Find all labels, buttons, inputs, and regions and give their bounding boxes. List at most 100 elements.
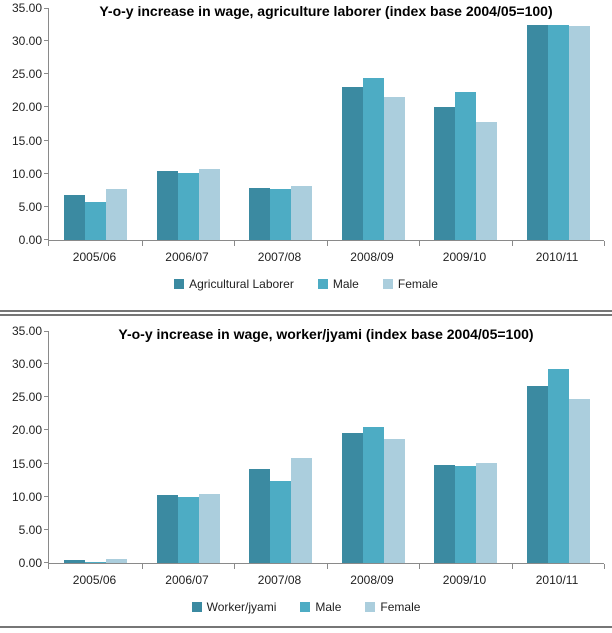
bar-male-2005-06 — [85, 202, 106, 240]
legend-entry: Female — [365, 600, 420, 614]
y-axis-tick — [44, 462, 48, 464]
legend: Worker/jyami Male Female — [0, 600, 612, 614]
bar-agricultural-laborer-2009-10 — [434, 107, 455, 240]
bar-worker-jyami-2006-07 — [156, 495, 178, 563]
bar-male-2006-07 — [177, 497, 199, 563]
legend-swatch-icon — [365, 602, 376, 612]
bar-agricultural-laborer-2010-11 — [526, 25, 548, 240]
x-axis-label: 2007/08 — [257, 573, 302, 587]
y-axis-tick — [44, 562, 48, 563]
bar-female-2005-06 — [106, 559, 127, 563]
bar-female-2007-08 — [291, 186, 312, 240]
legend-label: Agricultural Laborer — [189, 277, 294, 291]
y-axis-label: 25.00 — [11, 67, 42, 82]
y-axis-tick — [44, 205, 48, 207]
legend-swatch-icon — [382, 279, 393, 289]
y-axis-tick — [44, 528, 48, 530]
y-axis-label: 20.00 — [11, 423, 42, 438]
legend-entry: Worker/jyami — [191, 600, 277, 614]
legend-entry: Female — [382, 277, 438, 291]
chart-agriculture-laborer: Y-o-y increase in wage, agriculture labo… — [0, 0, 612, 312]
x-axis-label: 2006/07 — [165, 573, 209, 587]
x-axis-tick — [142, 564, 143, 569]
x-axis-tick — [512, 564, 513, 569]
y-axis-label: 20.00 — [11, 100, 42, 115]
x-axis-label: 2006/07 — [165, 250, 209, 264]
legend-entry: Agricultural Laborer — [174, 277, 294, 291]
y-axis-tick — [44, 106, 48, 108]
legend-label: Female — [397, 277, 438, 291]
bar-female-2005-06 — [106, 189, 127, 240]
chart-inner: Y-o-y increase in wage, worker/jyami (in… — [0, 323, 612, 633]
x-axis-tick — [419, 241, 420, 246]
y-axis-label: 10.00 — [11, 489, 42, 504]
y-axis-label: 0.00 — [18, 556, 42, 570]
x-axis-label: 2008/09 — [350, 573, 394, 587]
x-axis-label: 2008/09 — [350, 250, 394, 264]
y-axis-label: 35.00 — [11, 0, 42, 15]
chart-title: Y-o-y increase in wage, agriculture labo… — [99, 3, 553, 19]
x-axis-tick — [327, 241, 328, 246]
y-axis-tick — [44, 172, 48, 174]
plot-area — [44, 331, 605, 569]
x-axis-label: 2009/10 — [442, 250, 487, 264]
legend-swatch-icon — [191, 602, 202, 612]
bar-female-2008-09 — [383, 439, 405, 563]
y-axis-label: 30.00 — [11, 357, 42, 372]
legend-entry: Male — [317, 277, 359, 291]
x-axis-label: 2007/08 — [257, 250, 302, 264]
legend-label: Male — [332, 277, 359, 291]
bar-agricultural-laborer-2007-08 — [249, 188, 270, 240]
y-axis-label: 25.00 — [11, 390, 42, 405]
x-axis-tick — [604, 564, 605, 569]
bar-female-2006-07 — [198, 169, 220, 240]
legend-label: Male — [315, 600, 342, 614]
legend-entry: Male — [300, 600, 341, 614]
bar-worker-jyami-2008-09 — [341, 433, 363, 563]
y-axis-label: 15.00 — [11, 456, 42, 471]
y-axis-tick — [44, 429, 48, 431]
bar-male-2005-06 — [85, 562, 106, 563]
x-axis-label: 2009/10 — [442, 573, 487, 587]
y-axis-tick — [44, 363, 48, 365]
x-axis-label: 2010/11 — [535, 250, 579, 264]
y-axis-label: 15.00 — [11, 133, 42, 148]
x-axis-label: 2005/06 — [72, 573, 117, 587]
bar-agricultural-laborer-2006-07 — [156, 171, 178, 240]
x-axis-tick — [48, 564, 49, 569]
y-axis-tick — [44, 8, 48, 9]
x-axis-tick — [327, 564, 328, 569]
y-axis-tick — [44, 396, 48, 398]
legend-swatch-icon — [317, 279, 328, 289]
y-axis-label: 5.00 — [18, 522, 42, 537]
chart-separator — [0, 312, 612, 314]
y-axis-tick — [44, 139, 48, 141]
bar-agricultural-laborer-2008-09 — [341, 87, 363, 240]
bar-female-2010-11 — [568, 26, 590, 240]
bar-worker-jyami-2005-06 — [64, 560, 85, 563]
y-axis-tick — [44, 331, 48, 332]
y-axis-tick — [44, 73, 48, 75]
x-axis-tick — [142, 241, 143, 246]
x-axis-tick — [234, 241, 235, 246]
x-axis-tick — [48, 241, 49, 246]
bar-male-2009-10 — [455, 466, 476, 563]
x-axis-label: 2010/11 — [535, 573, 579, 587]
legend-swatch-icon — [300, 602, 311, 612]
bar-male-2009-10 — [455, 92, 476, 240]
chart-title: Y-o-y increase in wage, worker/jyami (in… — [118, 326, 534, 342]
legend-label: Female — [380, 600, 421, 614]
bar-worker-jyami-2010-11 — [526, 386, 548, 563]
bar-female-2006-07 — [198, 494, 220, 563]
legend: Agricultural Laborer Male Female — [0, 277, 612, 291]
bar-male-2007-08 — [270, 189, 291, 240]
legend-label: Worker/jyami — [206, 600, 277, 614]
x-axis-tick — [604, 241, 605, 246]
x-axis-tick — [234, 564, 235, 569]
bar-female-2009-10 — [476, 122, 497, 240]
bar-female-2009-10 — [476, 463, 497, 563]
bar-female-2008-09 — [383, 97, 405, 240]
y-axis-tick — [44, 495, 48, 497]
bar-male-2006-07 — [177, 173, 199, 240]
bar-male-2010-11 — [547, 369, 569, 563]
